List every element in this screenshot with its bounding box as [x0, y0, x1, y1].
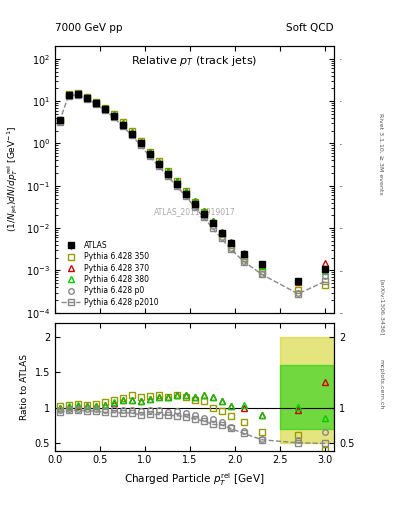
Text: mcplots.cern.ch: mcplots.cern.ch [379, 359, 384, 409]
Text: Relative $p_T$ (track jets): Relative $p_T$ (track jets) [131, 54, 258, 68]
Text: Rivet 3.1.10, ≥ 3M events: Rivet 3.1.10, ≥ 3M events [379, 113, 384, 195]
Legend: ATLAS, Pythia 6.428 350, Pythia 6.428 370, Pythia 6.428 380, Pythia 6.428 p0, Py: ATLAS, Pythia 6.428 350, Pythia 6.428 37… [59, 239, 161, 309]
Text: ATLAS_2011_I919017: ATLAS_2011_I919017 [154, 207, 235, 216]
Text: 7000 GeV pp: 7000 GeV pp [55, 23, 123, 33]
Y-axis label: Ratio to ATLAS: Ratio to ATLAS [20, 354, 29, 419]
X-axis label: Charged Particle $p_T^{\rm rel}$ [GeV]: Charged Particle $p_T^{\rm rel}$ [GeV] [124, 471, 265, 488]
Text: [arXiv:1306.3436]: [arXiv:1306.3436] [379, 279, 384, 335]
Text: Soft QCD: Soft QCD [286, 23, 334, 33]
Y-axis label: $(1/N_{\rm jet})dN/dp_T^{\rm rel}$ [GeV$^{-1}$]: $(1/N_{\rm jet})dN/dp_T^{\rm rel}$ [GeV$… [6, 126, 20, 232]
